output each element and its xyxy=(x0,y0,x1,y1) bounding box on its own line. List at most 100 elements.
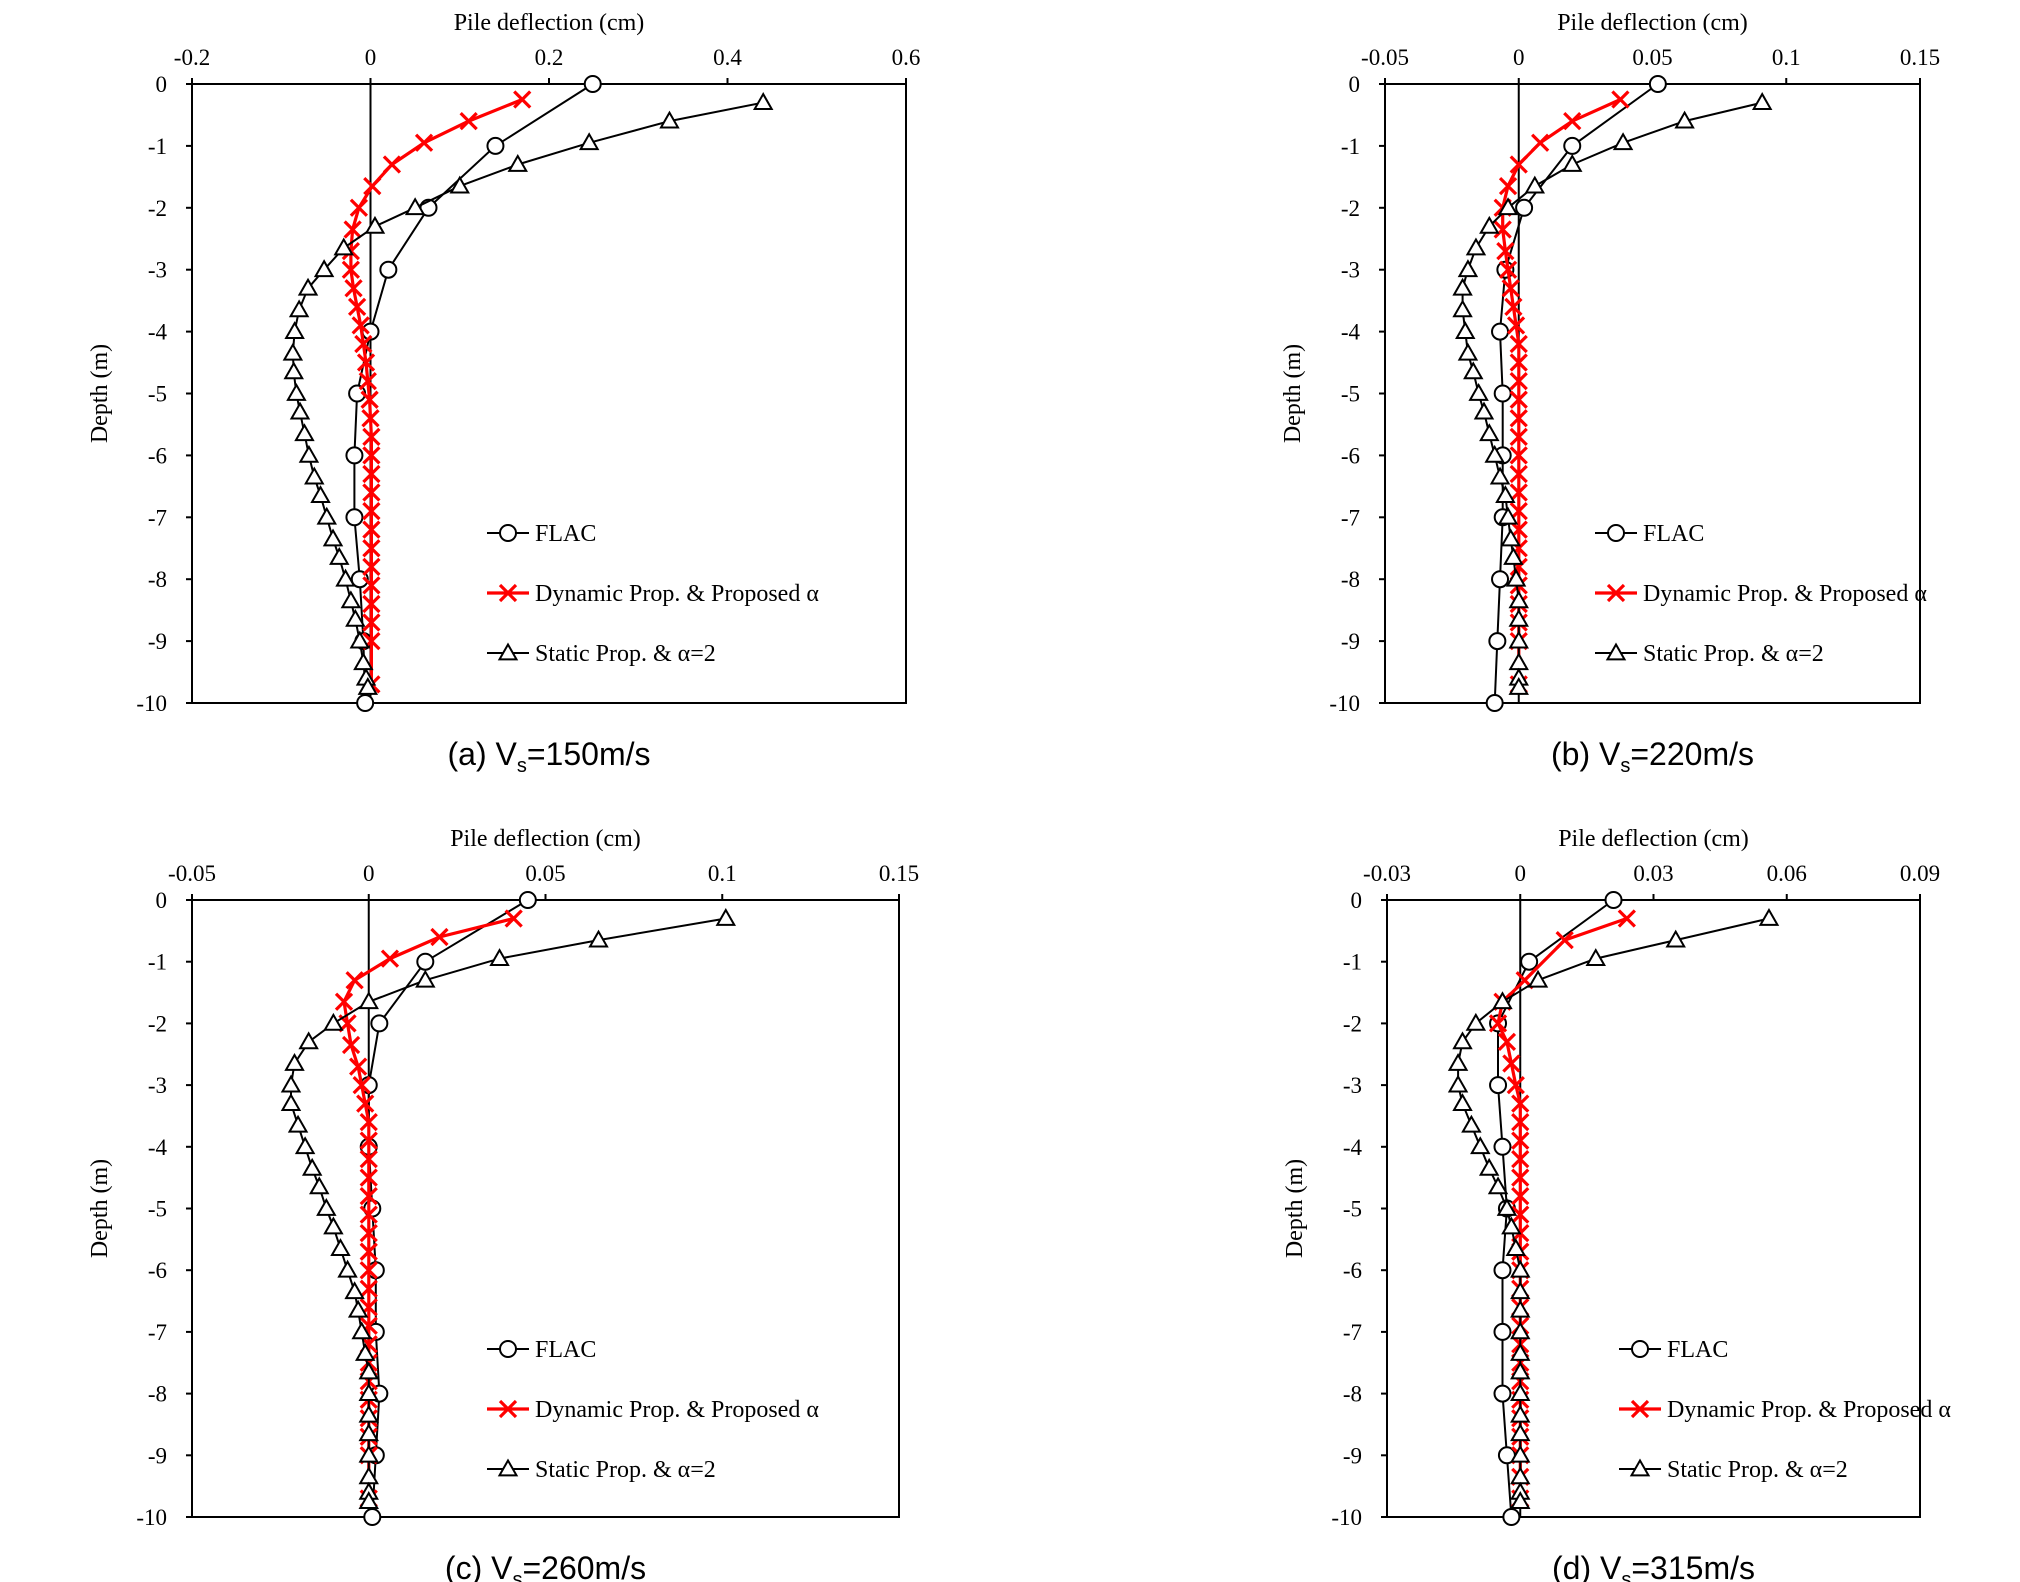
series-static xyxy=(1452,92,1773,695)
static-point-26 xyxy=(1508,630,1529,649)
x-tick-label: 0.4 xyxy=(713,45,742,70)
legend-dynamic-point-legend xyxy=(498,1399,518,1419)
dynamic-point-8 xyxy=(341,260,360,279)
static-point-23 xyxy=(335,568,356,587)
legend-item-flac: FLAC xyxy=(487,1337,596,1363)
static-point-10 xyxy=(287,1114,309,1133)
legend-item-dynamic: Dynamic Prop. & Proposed α xyxy=(1619,1397,1951,1423)
x-tick-label: 0.05 xyxy=(1632,45,1672,70)
dynamic-point-6 xyxy=(1493,220,1512,239)
x-tick-label: 0.1 xyxy=(708,861,737,886)
static-point-14 xyxy=(286,382,307,401)
y-tick-label: -5 xyxy=(1343,1197,1362,1222)
y-tick-label: -1 xyxy=(148,134,167,159)
static-point-26 xyxy=(349,630,371,649)
x-tick-label: 0.6 xyxy=(892,45,921,70)
x-tick-label: 0.06 xyxy=(1767,861,1807,886)
y-tick-label: -7 xyxy=(1341,505,1360,530)
legend-static-point-legend xyxy=(497,1458,519,1477)
plot-frame xyxy=(1386,899,1921,1518)
y-tick-label: -8 xyxy=(148,567,167,592)
dynamic-point-13 xyxy=(356,353,376,372)
flac-point-7 xyxy=(345,508,364,527)
dynamic-point-13 xyxy=(1511,1187,1530,1206)
dynamic-point-15 xyxy=(1509,390,1528,409)
legend-flac-point-legend xyxy=(499,1340,517,1358)
static-point-1 xyxy=(659,110,680,129)
dynamic-point-2 xyxy=(1531,133,1550,152)
dynamic-point-16 xyxy=(361,409,380,428)
static-point-21 xyxy=(1510,1342,1531,1361)
static-point-11 xyxy=(1455,321,1476,339)
static-point-6 xyxy=(1452,1031,1473,1050)
dynamic-point-7 xyxy=(349,1057,368,1076)
y-tick-label: -5 xyxy=(1341,382,1360,407)
dynamic-point-27 xyxy=(362,613,381,632)
static-point-0 xyxy=(1758,907,1780,926)
legend-item-flac: FLAC xyxy=(1595,521,1704,547)
y-tick-label: -2 xyxy=(1343,1011,1362,1036)
static-point-2 xyxy=(578,132,600,151)
flac-point-4 xyxy=(1491,322,1510,341)
flac-point-3 xyxy=(1489,1076,1508,1095)
y-tick-label: -10 xyxy=(1331,1505,1362,1530)
x-axis-label: Pile deflection (cm) xyxy=(1557,10,1748,36)
legend-dynamic-point-legend xyxy=(1630,1399,1650,1419)
flac-point-2 xyxy=(370,1014,389,1033)
y-tick-label: -6 xyxy=(148,1258,167,1283)
static-point-20 xyxy=(1497,506,1519,525)
y-tick-label: -8 xyxy=(1341,567,1360,592)
dynamic-point-21 xyxy=(362,501,381,521)
dynamic-point-1 xyxy=(1563,112,1582,131)
y-tick-label: -9 xyxy=(148,1443,167,1468)
legend-item-flac: FLAC xyxy=(487,521,596,547)
series-static xyxy=(280,907,737,1509)
legend-label-static: Static Prop. & α=2 xyxy=(1667,1457,1848,1483)
static-point-27 xyxy=(1508,652,1529,671)
legend-static-point-legend xyxy=(1629,1458,1651,1477)
dynamic-point-10 xyxy=(359,1112,378,1132)
dynamic-point-6 xyxy=(341,1035,361,1055)
static-point-14 xyxy=(1496,1197,1518,1216)
dynamic-point-14 xyxy=(1509,371,1528,391)
dynamic-point-9 xyxy=(1511,1112,1530,1132)
flac-point-8 xyxy=(1493,1384,1512,1403)
static-point-7 xyxy=(333,237,354,256)
static-point-19 xyxy=(1495,485,1516,504)
dynamic-point-14 xyxy=(359,1187,378,1206)
plot-frame xyxy=(1384,83,1921,704)
static-point-12 xyxy=(301,1157,323,1176)
flac-point-3 xyxy=(379,260,398,279)
y-tick-label: -6 xyxy=(148,443,167,468)
dynamic-point-8 xyxy=(352,1075,371,1095)
x-tick-label: 0.03 xyxy=(1633,861,1673,886)
static-point-29 xyxy=(357,677,379,695)
flac-point-10 xyxy=(356,694,375,712)
dynamic-point-5 xyxy=(349,198,369,217)
dynamic-point-16 xyxy=(1509,409,1528,428)
x-tick-label: -0.03 xyxy=(1363,861,1411,886)
static-point-3 xyxy=(507,153,528,172)
dynamic-point-16 xyxy=(359,1224,378,1243)
dynamic-point-12 xyxy=(1509,334,1528,354)
y-tick-label: -2 xyxy=(1341,196,1360,221)
static-point-14 xyxy=(1468,382,1489,401)
static-point-15 xyxy=(1473,401,1495,420)
static-point-15 xyxy=(289,401,311,420)
flac-point-6 xyxy=(1493,1261,1512,1280)
legend-static-point-legend xyxy=(1605,642,1627,661)
legend-item-flac: FLAC xyxy=(1619,1337,1728,1363)
dynamic-point-7 xyxy=(1506,1075,1525,1095)
static-point-25 xyxy=(1510,1423,1531,1442)
static-point-8 xyxy=(313,259,335,278)
dynamic-point-25 xyxy=(362,576,381,595)
dynamic-point-19 xyxy=(362,464,381,484)
y-tick-label: -1 xyxy=(148,950,167,975)
dynamic-point-3 xyxy=(345,971,364,990)
static-point-15 xyxy=(1501,1216,1522,1235)
static-point-0 xyxy=(715,907,737,926)
